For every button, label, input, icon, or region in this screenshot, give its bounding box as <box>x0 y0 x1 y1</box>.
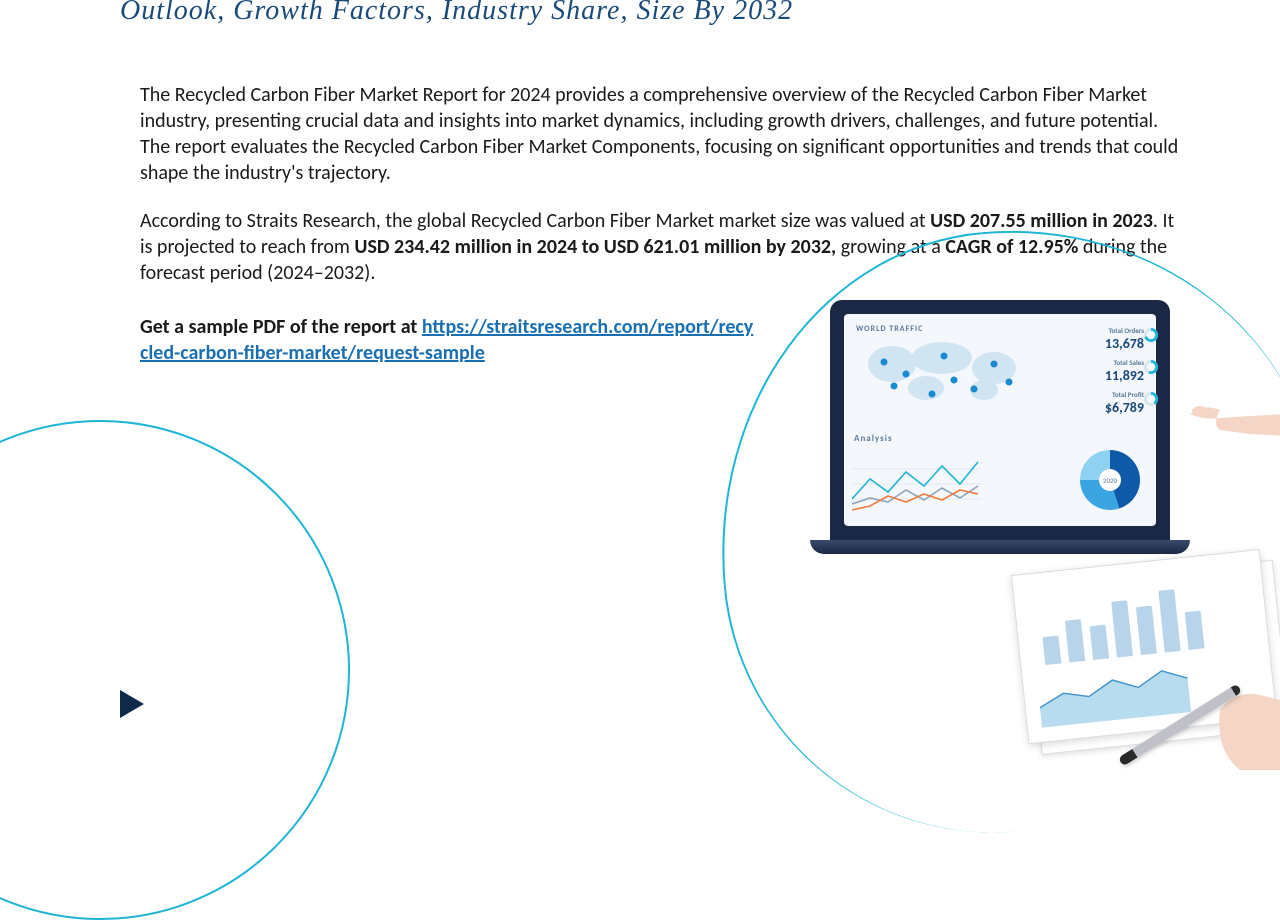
world-map <box>854 334 1024 408</box>
stat-label: Total Profit <box>1044 390 1144 399</box>
mini-pie-icon <box>1144 328 1158 342</box>
line-chart <box>852 454 982 516</box>
dashboard: WORLD TRAFFIC Total Orders 13,678 <box>844 314 1156 526</box>
stat-value: $6,789 <box>1044 399 1144 416</box>
stat-value: 13,678 <box>1044 335 1144 352</box>
stat-profit: Total Profit $6,789 <box>1044 390 1144 416</box>
page-title-cursive: Outlook, Growth Factors, Industry Share,… <box>120 0 793 27</box>
stats-column: Total Orders 13,678 Total Sales 11,892 T… <box>1044 326 1144 422</box>
pie-chart: 2020 <box>1078 448 1142 512</box>
cta-block: Get a sample PDF of the report at https:… <box>140 314 760 366</box>
mini-pie-icon <box>1144 360 1158 374</box>
stat-value: 11,892 <box>1044 367 1144 384</box>
logo-mark <box>120 690 160 720</box>
laptop-scene: WORLD TRAFFIC Total Orders 13,678 <box>740 230 1280 750</box>
paper-area-chart <box>1037 661 1201 727</box>
stat-orders: Total Orders 13,678 <box>1044 326 1144 352</box>
cta-prefix: Get a sample PDF of the report at <box>140 315 422 339</box>
laptop: WORLD TRAFFIC Total Orders 13,678 <box>830 300 1190 554</box>
stat-label: Total Orders <box>1044 326 1144 335</box>
mini-pie-group <box>1144 328 1158 406</box>
svg-text:2020: 2020 <box>1103 476 1118 485</box>
intro-paragraph: The Recycled Carbon Fiber Market Report … <box>140 82 1180 186</box>
decorative-curve-left <box>0 420 350 920</box>
pointing-hand <box>1190 380 1280 450</box>
stat-label: Total Sales <box>1044 358 1144 367</box>
stat-sales: Total Sales 11,892 <box>1044 358 1144 384</box>
laptop-base <box>810 540 1190 554</box>
analysis-label: Analysis <box>854 433 893 444</box>
laptop-screen: WORLD TRAFFIC Total Orders 13,678 <box>830 300 1170 540</box>
mini-pie-icon <box>1144 392 1158 406</box>
